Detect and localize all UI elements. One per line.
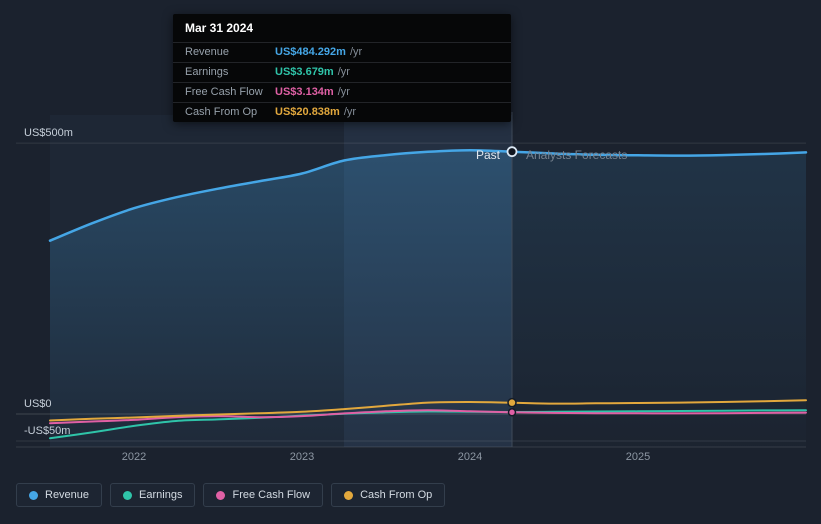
cash-from-op-line <box>49 399 807 422</box>
tooltip-label: Revenue <box>185 46 230 58</box>
tooltip-row-cash-from-op: Cash From Op US$20.838m /yr <box>173 102 511 122</box>
free-cash-flow-dot-icon <box>216 490 226 500</box>
tooltip-label: Free Cash Flow <box>185 86 263 98</box>
revenue-area-past <box>50 150 512 447</box>
legend-label-earnings: Earnings <box>139 489 183 501</box>
earnings-dot-icon <box>123 490 133 500</box>
earnings-line <box>49 409 807 440</box>
tooltip-label: Earnings <box>185 66 229 78</box>
tooltip-suffix: /yr <box>337 66 350 78</box>
tooltip-value: US$20.838m <box>275 106 340 118</box>
y-tick-label--us-50m: -US$50m <box>24 425 70 437</box>
x-tick-label-2025: 2025 <box>626 451 650 463</box>
analysts-forecasts-label: Analysts Forecasts <box>526 148 627 162</box>
past-label: Past <box>476 148 501 162</box>
legend-label-free-cash-flow: Free Cash Flow <box>232 489 311 501</box>
x-tick-label-2023: 2023 <box>290 451 314 463</box>
y-tick-label-us-500m: US$500m <box>24 127 73 139</box>
y-tick-label-us-0: US$0 <box>24 398 52 410</box>
tooltip-row-free-cash-flow: Free Cash Flow US$3.134m /yr <box>173 82 511 102</box>
revenue-area-forecast <box>512 151 806 447</box>
chart-tooltip: Mar 31 2024 Revenue US$484.292m /yr Earn… <box>173 14 511 122</box>
free-cash-flow-marker <box>507 408 517 417</box>
tooltip-value: US$3.679m <box>275 66 334 78</box>
tooltip-suffix: /yr <box>343 106 357 118</box>
tooltip-suffix: /yr <box>349 46 363 58</box>
legend-label-revenue: Revenue <box>45 489 90 501</box>
tooltip-date: Mar 31 2024 <box>185 21 254 35</box>
free-cash-flow-line <box>49 409 807 425</box>
cash-from-op-dot-icon <box>344 490 354 500</box>
legend: Revenue Earnings Free Cash Flow Cash Fro… <box>16 483 446 507</box>
x-tick-label-2024: 2024 <box>458 451 482 463</box>
cash-from-op-marker <box>507 397 517 408</box>
revenue-dot-icon <box>29 490 38 500</box>
tooltip-row-earnings: Earnings US$3.679m /yr <box>173 62 511 82</box>
x-tick-label-2022: 2022 <box>122 451 146 463</box>
tooltip-row-revenue: Revenue US$484.292m /yr <box>173 42 511 62</box>
tooltip-value: US$3.134m <box>275 86 334 98</box>
legend-item-earnings[interactable]: Earnings <box>110 483 196 507</box>
revenue-line <box>48 148 808 242</box>
revenue-marker <box>506 146 518 158</box>
legend-label-cash-from-op: Cash From Op <box>360 489 433 501</box>
legend-item-free-cash-flow[interactable]: Free Cash Flow <box>203 483 324 507</box>
legend-item-revenue[interactable]: Revenue <box>16 483 103 507</box>
tooltip-value: US$484.292m <box>275 46 346 58</box>
legend-item-cash-from-op[interactable]: Cash From Op <box>331 483 446 507</box>
tooltip-label: Cash From Op <box>185 106 258 118</box>
tooltip-suffix: /yr <box>337 86 350 98</box>
